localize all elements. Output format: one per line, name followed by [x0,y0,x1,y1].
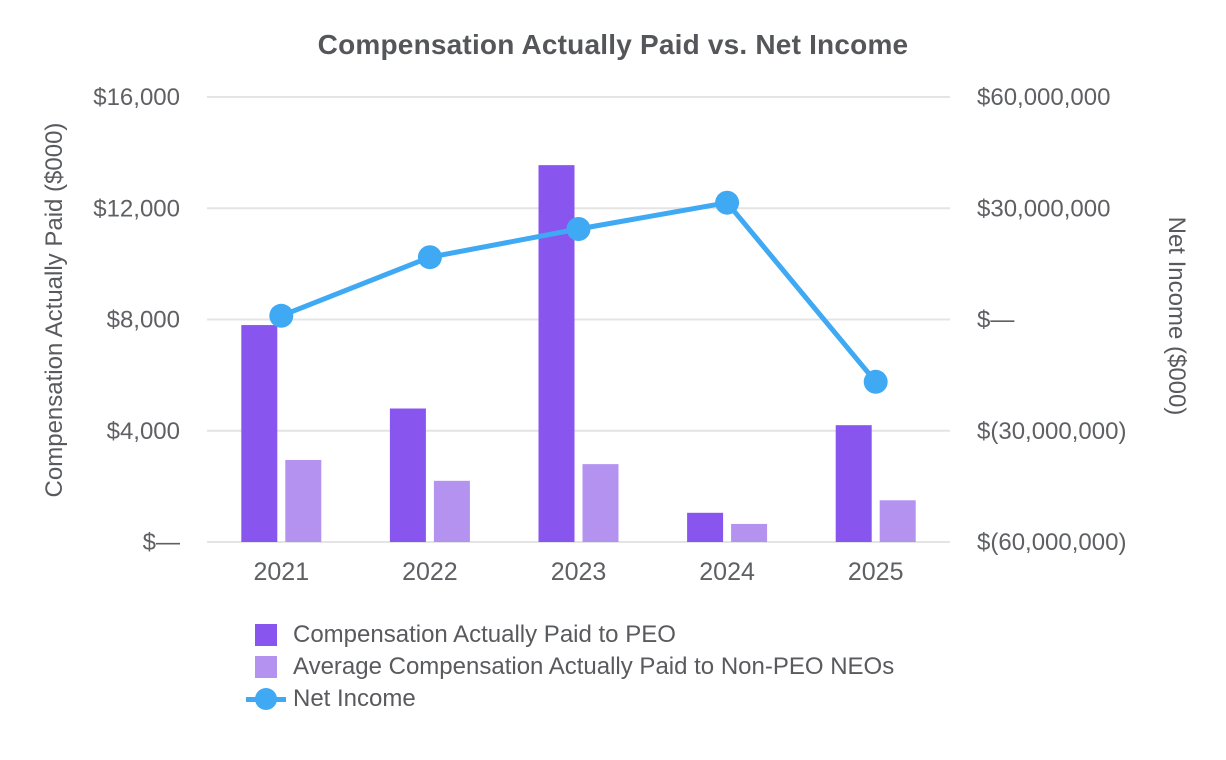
x-axis-tick-2025: 2025 [848,558,904,586]
net-income-point-2021 [269,303,294,328]
right-axis-tick: $(30,000,000) [977,418,1126,445]
net-income-point-2023 [566,217,591,242]
right-axis-tick: $60,000,000 [977,84,1110,111]
bar-peo-2024 [687,512,724,542]
bar-non-peo-2023 [582,464,619,542]
legend-label: Compensation Actually Paid to PEO [293,621,676,648]
left-axis-tick: $16,000 [93,84,180,111]
bar-non-peo-2022 [433,480,470,542]
legend-label: Net Income [293,685,416,712]
x-axis-tick-2021: 2021 [253,558,309,586]
left-axis-tick: $— [143,529,180,556]
legend-swatch-icon [246,622,286,648]
bar-non-peo-2021 [285,459,322,542]
net-income-point-2025 [863,369,888,394]
x-axis-tick-2024: 2024 [699,558,755,586]
legend-item: Net Income [246,685,894,713]
x-axis-tick-2023: 2023 [551,558,607,586]
right-axis-tick: $(60,000,000) [977,529,1126,556]
x-axis-tick-2022: 2022 [402,558,458,586]
legend-swatch-icon [246,654,286,680]
left-axis-tick: $12,000 [93,195,180,222]
chart-title: Compensation Actually Paid vs. Net Incom… [317,29,909,60]
bar-non-peo-2025 [879,500,916,542]
net-income-point-2022 [417,245,442,270]
net-income-point-2024 [715,190,740,215]
bar-non-peo-2024 [731,523,768,542]
bar-peo-2021 [241,325,278,542]
legend-line-icon [246,686,286,712]
bar-peo-2025 [835,425,872,542]
right-axis-tick: $30,000,000 [977,195,1110,222]
legend-item: Compensation Actually Paid to PEO [246,621,894,649]
bar-peo-2022 [389,408,426,542]
legend: Compensation Actually Paid to PEO Average… [246,621,894,717]
left-axis-tick: $4,000 [107,418,180,445]
right-axis-tick: $— [977,307,1014,334]
legend-item: Average Compensation Actually Paid to No… [246,653,894,681]
legend-label: Average Compensation Actually Paid to No… [293,653,895,680]
left-axis-tick: $8,000 [107,307,180,334]
